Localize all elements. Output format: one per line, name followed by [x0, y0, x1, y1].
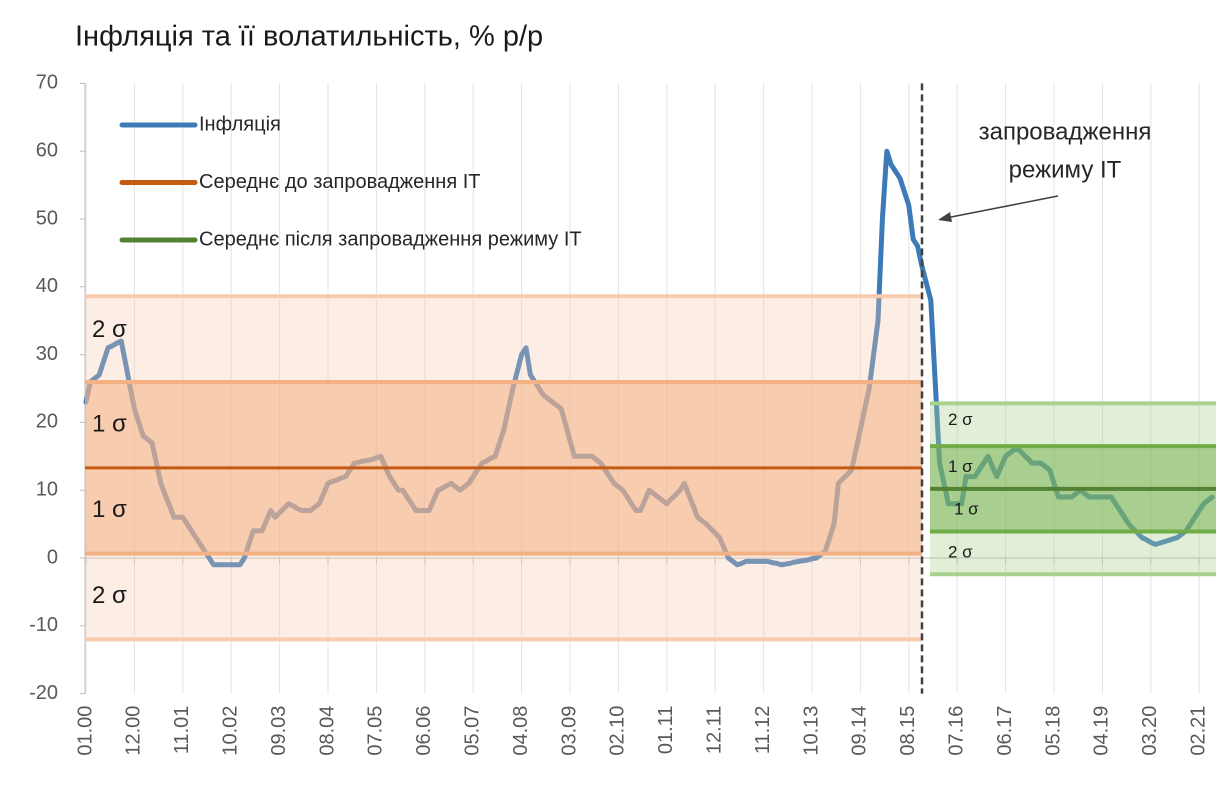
- band-label: 1 σ: [92, 496, 127, 523]
- x-tick-label: 12.00: [123, 706, 145, 756]
- x-tick-label: 05.07: [461, 706, 483, 756]
- annotation-arrow: [945, 195, 1059, 219]
- y-tick-label: 30: [36, 343, 58, 365]
- y-tick-label: -10: [29, 614, 58, 636]
- x-tick-label: 11.12: [752, 706, 774, 755]
- x-tick-label: 01.00: [74, 706, 96, 756]
- band-label: 1 σ: [948, 457, 973, 476]
- x-tick-label: 06.06: [413, 706, 435, 756]
- x-tick-label: 10.02: [219, 706, 241, 756]
- arrow-head: [938, 212, 952, 222]
- y-tick-label: 0: [47, 546, 58, 568]
- x-tick-label: 05.18: [1042, 706, 1064, 756]
- x-tick-label: 07.05: [365, 706, 387, 756]
- x-tick-label: 01.11: [655, 706, 677, 755]
- x-tick-label: 06.17: [994, 706, 1016, 756]
- labels: -20 -10 0 10 20 30 40 50 60 70 01.00 12.00 11.01 10.0…: [29, 72, 1209, 756]
- x-tick-label: 08.15: [897, 706, 919, 756]
- y-tick-label: 40: [36, 275, 58, 297]
- x-tick-label: 08.04: [316, 706, 338, 756]
- annotation: режиму ІТ: [1009, 156, 1122, 183]
- x-tick-label: 04.19: [1091, 706, 1113, 756]
- y-tick-label: 70: [36, 72, 58, 94]
- x-tick-label: 09.14: [849, 706, 871, 756]
- band-label: 2 σ: [948, 410, 973, 429]
- annotation: запровадження: [979, 118, 1152, 145]
- x-tick-label: 02.10: [607, 706, 629, 756]
- y-tick-label: 20: [36, 411, 58, 433]
- chart-title: Інфляція та її волатильність, % р/р: [75, 21, 543, 53]
- x-tick-label: 10.13: [800, 706, 822, 756]
- legend-label: Інфляція: [199, 113, 281, 135]
- x-tick-label: 09.03: [268, 706, 290, 756]
- legend-label: Середнє після запровадження режиму ІТ: [199, 228, 582, 250]
- x-tick-label: 03.09: [558, 706, 580, 756]
- band-label: 1 σ: [954, 500, 979, 519]
- bands: [85, 294, 1216, 642]
- band-label: 1 σ: [92, 410, 127, 437]
- y-tick-label: 50: [36, 207, 58, 229]
- x-tick-label: 11.01: [171, 706, 193, 755]
- band-label: 2 σ: [92, 316, 127, 343]
- x-tick-label: 04.08: [510, 706, 532, 756]
- legend-label: Середнє до запровадження ІТ: [199, 171, 481, 193]
- band-label: 2 σ: [92, 582, 127, 609]
- y-tick-label: -20: [29, 682, 58, 704]
- x-tick-label: 07.16: [945, 706, 967, 756]
- x-tick-label: 12.11: [703, 706, 725, 755]
- y-tick-label: 60: [36, 139, 58, 161]
- band-label: 2 σ: [948, 542, 973, 561]
- x-tick-label: 02.21: [1187, 706, 1209, 756]
- x-tick-label: 03.20: [1139, 706, 1161, 756]
- y-tick-label: 10: [36, 478, 58, 500]
